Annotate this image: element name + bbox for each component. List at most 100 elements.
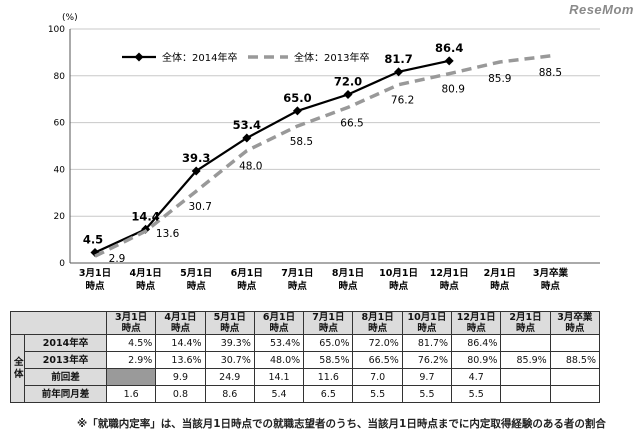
series-line-1 <box>94 54 551 258</box>
series-point <box>242 133 252 143</box>
table-cell: 66.5% <box>352 351 403 369</box>
x-tick-label: 4月1日 <box>129 268 161 279</box>
data-label-2014: 39.3 <box>182 151 210 165</box>
table-cell <box>105 368 157 386</box>
x-tick-label: 10月1日 <box>379 268 418 279</box>
y-axis-unit: (%) <box>62 13 78 23</box>
data-label-2013: 2.9 <box>109 253 126 265</box>
data-label-2013: 30.7 <box>189 201 212 213</box>
table-cell: 5.5 <box>451 385 502 403</box>
footnote: ※「就職内定率」は、当該月1日時点での就職志望者のうち、当該月1日時点までに内定… <box>77 418 606 430</box>
series-point <box>191 166 201 176</box>
x-tick-label: 2月1日 <box>484 268 516 279</box>
series-point <box>292 106 302 116</box>
x-tick-label: 5月1日 <box>180 268 212 279</box>
table-row: 前年同月差 1.6 0.8 8.6 5.4 6.5 5.5 5.5 5.5 <box>11 385 601 403</box>
x-tick-label: 3月卒業 <box>533 267 569 279</box>
table-cell: 13.6% <box>155 351 206 369</box>
table-cell: 80.9% <box>451 351 502 369</box>
table-row-label: 前回差 <box>24 368 107 386</box>
table-cell: 14.1 <box>253 368 305 386</box>
table-cell: 2.9% <box>105 351 157 369</box>
table-cell <box>500 368 551 386</box>
legend-label-2013: 全体：2013年卒 <box>294 51 369 64</box>
y-tick-label: 20 <box>54 212 66 222</box>
data-label-2014: 4.5 <box>83 232 103 246</box>
data-label-2014: 81.7 <box>384 52 412 66</box>
table-row-label: 2013年卒 <box>24 351 107 369</box>
x-tick-label: 12月1日 <box>430 268 469 279</box>
x-tick-label: 3月1日 <box>79 268 111 279</box>
table-cell: 5.5 <box>401 385 453 403</box>
table-cell <box>549 385 601 403</box>
data-label-2013: 80.9 <box>442 84 465 96</box>
x-tick-label: 6月1日 <box>231 268 263 279</box>
data-table: 3月1日 時点 4月1日 時点 5月1日 時点 6月1日 時点 7月1日 時点 8月1日 時点 10月1… <box>10 311 601 403</box>
table-cell: 76.2% <box>401 351 453 369</box>
table-cell: 24.9 <box>204 368 255 386</box>
x-tick-label: 時点 <box>490 280 510 292</box>
table-cell: 72.0% <box>352 334 403 352</box>
x-tick-label: 時点 <box>288 280 308 292</box>
x-tick-label: 時点 <box>136 280 156 292</box>
table-cell: 4.5% <box>105 334 157 352</box>
table-header-cell: 4月1日 時点 <box>155 311 206 335</box>
data-label-2013: 76.2 <box>391 95 414 107</box>
series-line-0 <box>94 59 450 254</box>
x-tick-label: 時点 <box>187 280 207 292</box>
x-tick-label: 時点 <box>237 280 257 292</box>
table-cell: 11.6 <box>303 368 354 386</box>
table-row: 2013年卒 2.9% 13.6% 30.7% 48.0% 58.5% 66.5% 76.2%… <box>11 351 601 369</box>
data-label-2013: 48.0 <box>239 161 262 173</box>
table-cell: 58.5% <box>303 351 354 369</box>
table-corner <box>10 311 107 335</box>
table-header-cell: 10月1日 時点 <box>401 311 453 335</box>
table-cell <box>500 334 551 352</box>
table-header-cell: 6月1日 時点 <box>253 311 305 335</box>
data-label-2013: 66.5 <box>340 117 363 129</box>
x-tick-label: 時点 <box>541 280 561 292</box>
data-label-2014: 86.4 <box>435 41 463 55</box>
table-header-cell: 8月1日 時点 <box>352 311 403 335</box>
table-cell: 85.9% <box>500 351 551 369</box>
table-header-row: 3月1日 時点 4月1日 時点 5月1日 時点 6月1日 時点 7月1日 時点 8月1日 時点 10月1… <box>10 311 601 335</box>
x-tick-label: 8月1日 <box>332 268 364 279</box>
data-label-2013: 58.5 <box>290 136 313 148</box>
y-tick-label: 80 <box>54 72 66 82</box>
y-tick-label: 100 <box>48 25 65 35</box>
table-header-cell: 7月1日 時点 <box>303 311 354 335</box>
table-row-label: 2014年卒 <box>24 334 107 352</box>
table-header-cell: 2月1日 時点 <box>500 311 551 335</box>
table-row-label: 前年同月差 <box>24 385 107 403</box>
legend-marker-2014 <box>134 52 144 62</box>
table-row: 全体 2014年卒 4.5% 14.4% 39.3% 53.4% 65.0% 72.0% 81.… <box>10 334 601 403</box>
table-header-cell: 5月1日 時点 <box>204 311 255 335</box>
series-point <box>444 56 454 66</box>
table-cell: 30.7% <box>204 351 255 369</box>
table-cell: 0.8 <box>155 385 206 403</box>
table-cell: 9.9 <box>155 368 206 386</box>
table-header-cell: 3月卒業 時点 <box>549 311 601 335</box>
table-cell: 9.7 <box>401 368 453 386</box>
table-group-label: 全体 <box>10 334 25 403</box>
watermark-logo: ReseMom <box>569 2 634 17</box>
table-cell: 14.4% <box>155 334 206 352</box>
x-tick-label: 時点 <box>440 280 460 292</box>
table-cell <box>549 334 601 352</box>
table-header-cell: 12月1日 時点 <box>451 311 502 335</box>
y-tick-label: 60 <box>54 119 66 129</box>
table-cell: 88.5% <box>549 351 601 369</box>
table-cell: 8.6 <box>204 385 255 403</box>
table-cell: 5.4 <box>253 385 305 403</box>
table-cell: 39.3% <box>204 334 255 352</box>
x-tick-label: 時点 <box>85 280 105 292</box>
data-label-2014: 65.0 <box>283 91 311 105</box>
table-cell: 53.4% <box>253 334 305 352</box>
table-cell: 65.0% <box>303 334 354 352</box>
data-label-2014: 72.0 <box>334 75 362 89</box>
data-label-2013: 88.5 <box>539 67 562 79</box>
x-tick-label: 時点 <box>338 280 358 292</box>
table-cell: 6.5 <box>303 385 354 403</box>
data-label-2013: 13.6 <box>156 228 180 240</box>
series-point <box>394 67 404 77</box>
